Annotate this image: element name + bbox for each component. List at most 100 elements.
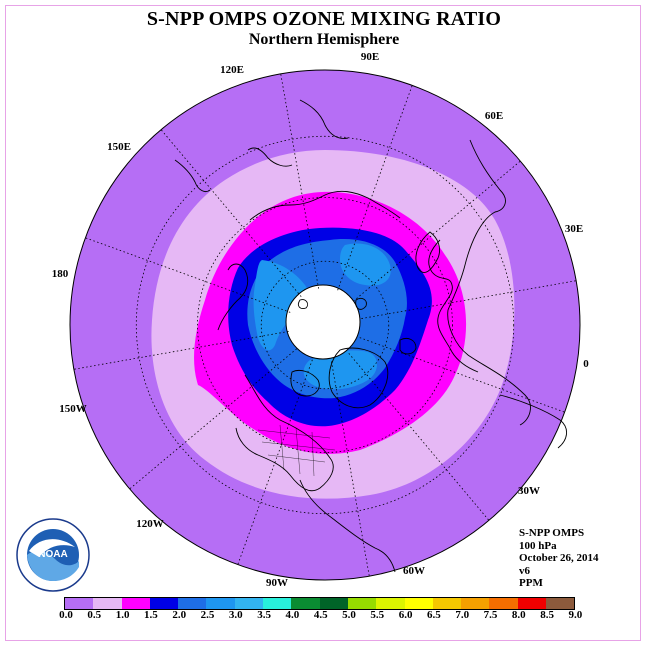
longitude-label: 90E: [361, 51, 379, 63]
meridian-line: [73, 331, 289, 370]
colorbar-swatch: [432, 598, 462, 609]
meridian-line: [129, 348, 297, 490]
band-2.5-3.0-south: [303, 350, 377, 390]
colorbar-tick-label: 9.0: [568, 609, 583, 621]
meridian-line: [348, 353, 490, 521]
coastline-greenland: [328, 347, 389, 409]
colorbar-swatch: [376, 598, 405, 609]
coastline-central-america: [299, 479, 396, 573]
info-units: PPM: [519, 577, 543, 589]
info-level: 100 hPa: [519, 539, 557, 552]
latitude-circle: [197, 197, 453, 453]
political-boundaries: [257, 424, 336, 477]
meridian-line: [85, 237, 291, 313]
coastlines: [174, 99, 567, 573]
colorbar-tick-label: 3.0: [228, 609, 243, 621]
colorbar-swatch: [234, 598, 264, 609]
colorbar-swatch: [489, 598, 518, 609]
meridian-line: [361, 280, 577, 319]
page-subtitle: Northern Hemisphere: [248, 31, 400, 48]
info-instrument: S-NPP OMPS: [519, 527, 585, 539]
longitude-label: 180: [52, 268, 69, 280]
coastline-japan: [174, 159, 211, 193]
meridian-line: [237, 359, 313, 565]
coastline-north-america: [235, 374, 334, 492]
noaa-logo: NOAA: [15, 517, 91, 598]
colorbar-tick-label: 8.0: [511, 609, 526, 621]
colorbar-tick-label: 6.5: [427, 609, 441, 621]
figure-frame: [5, 5, 641, 641]
colorbar-swatch: [263, 598, 292, 609]
colorbar-swatch: [461, 598, 490, 609]
colorbar-tick-label: 8.5: [540, 609, 554, 621]
colorbar-tick-label: 3.5: [257, 609, 271, 621]
coastline-east-asia: [247, 99, 349, 167]
band-2.5-3.0-west: [253, 260, 309, 351]
coastline-iceland: [399, 337, 417, 355]
colorbar-tick-label: 5.0: [342, 609, 356, 621]
colorbar-swatch: [206, 598, 235, 609]
colorbar-swatch: [347, 598, 377, 609]
colorbar-tick-label: 4.0: [285, 609, 300, 621]
no-data-polar-cap: [285, 284, 361, 360]
longitude-labels: 90E 60E 30E 0 30W 60W 90W 120W 150W 180 150E 120E: [52, 51, 590, 589]
colorbar-swatch: [93, 598, 122, 609]
longitude-label: 0: [583, 358, 589, 370]
longitude-label: 150W: [59, 403, 87, 415]
longitude-label: 150E: [107, 141, 131, 153]
longitude-label: 90W: [266, 577, 288, 589]
coastline-scandinavia: [415, 231, 441, 273]
page-title: S-NPP OMPS OZONE MIXING RATIO: [146, 8, 502, 30]
colorbar-swatch: [404, 598, 433, 609]
longitude-label: 120E: [220, 64, 244, 76]
meridian-line: [160, 129, 302, 297]
colorbar-tick-label: 5.5: [370, 609, 385, 621]
colorbar-swatch: [546, 598, 575, 609]
longitude-label: 120W: [136, 518, 164, 530]
longitude-label: 30W: [518, 485, 540, 497]
longitude-label: 60W: [403, 565, 425, 577]
meridian-line: [280, 73, 319, 289]
colorbar-tick-label: 2.0: [172, 609, 187, 621]
meridian-line: [359, 337, 565, 413]
coastline-alaska: [217, 263, 249, 331]
colorbar-swatch: [178, 598, 207, 609]
coastline-eurasia: [447, 139, 531, 426]
meridian-line: [337, 85, 413, 291]
ozone-field: [69, 69, 581, 581]
colorbar-tick-label: 0.0: [59, 609, 73, 621]
info-date: October 26, 2014: [519, 552, 599, 564]
colorbar-swatch: [121, 598, 150, 609]
info-block: S-NPP OMPS 100 hPa October 26, 2014 v6 P…: [519, 527, 599, 590]
colorbar-swatch: [291, 598, 320, 609]
latitude-circles: [135, 135, 515, 515]
colorbar-swatch: [319, 598, 348, 609]
latitude-circle: [260, 260, 390, 390]
colorbar-tick-label: 1.5: [144, 609, 158, 621]
colorbar-tick-label: 2.5: [200, 609, 215, 621]
colorbar: [64, 597, 576, 610]
colorbar-swatch: [517, 598, 547, 609]
meridian-line: [353, 160, 521, 302]
colorbar-tick-label: 6.0: [398, 609, 413, 621]
colorbar-tick-label: 1.0: [115, 609, 130, 621]
colorbar-tick-label: 4.5: [313, 609, 328, 621]
noaa-logo-text: NOAA: [38, 549, 67, 560]
band-2.5-3.0-east: [340, 243, 391, 286]
longitude-label: 30E: [565, 223, 583, 235]
colorbar-tick-label: 7.0: [455, 609, 470, 621]
meridian-line: [331, 361, 370, 577]
latitude-circle: [135, 135, 515, 515]
colorbar-tick-label: 0.5: [87, 609, 102, 621]
colorbar-swatch: [149, 598, 179, 609]
coastline-arctic-islands: [297, 297, 367, 310]
longitude-meridians: [73, 73, 577, 577]
coastline-africa: [499, 394, 567, 449]
coastline-hudson-bay: [290, 369, 320, 397]
colorbar-swatch: [65, 598, 94, 609]
coastline-siberia: [249, 190, 401, 221]
longitude-label: 60E: [485, 110, 503, 122]
info-version: v6: [519, 564, 530, 577]
colorbar-tick-label: 7.5: [483, 609, 498, 621]
